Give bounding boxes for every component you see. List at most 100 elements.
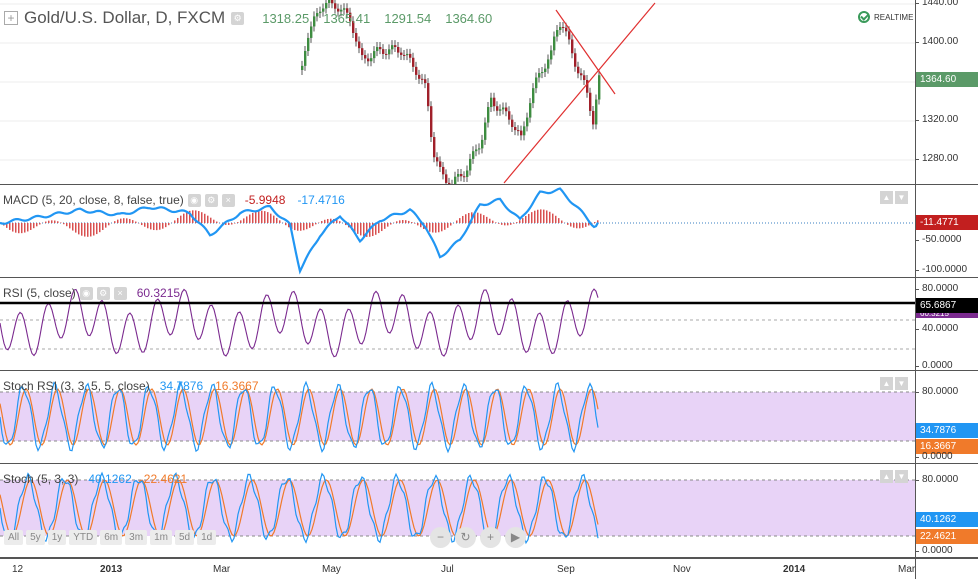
candle-body [526, 117, 529, 127]
zoom-5d-button[interactable]: 5d [174, 530, 195, 545]
zoom-all-button[interactable]: All [4, 530, 24, 545]
macd-histogram-bar [45, 221, 47, 223]
rsi-visibility-icon[interactable]: ◉ [79, 286, 93, 300]
zoom-ytd-button[interactable]: YTD [69, 530, 98, 545]
stoch-rsi-move-down-icon[interactable]: ▼ [895, 377, 908, 390]
rsi-close-icon[interactable]: × [113, 286, 127, 300]
rsi-tick-0: 0.0000 [915, 360, 953, 371]
rsi-pane[interactable]: RSI (5, close) ◉ ⚙ × 60.3215 80.0000 60.… [0, 278, 978, 371]
macd-histogram-bar [378, 223, 380, 234]
macd-histogram-bar [351, 223, 353, 230]
macd-histogram-bar [84, 223, 86, 237]
stoch-move-up-icon[interactable]: ▲ [880, 470, 893, 483]
macd-histogram-bar [48, 220, 50, 223]
macd-pane[interactable]: MACD (5, 20, close, 8, false, true) ◉ ⚙ … [0, 185, 978, 278]
macd-histogram-bar [336, 219, 338, 223]
trendline-resistance[interactable] [555, 9, 616, 95]
candle-body [598, 75, 601, 100]
macd-histogram-bar [306, 223, 308, 230]
zoom-range-buttons: All 5y 1y YTD 6m 3m 1m 5d 1d [4, 530, 217, 545]
macd-histogram-bar [39, 223, 41, 225]
candle-body [508, 111, 511, 120]
time-tick: May [322, 564, 341, 575]
macd-histogram-bar [243, 218, 245, 223]
macd-histogram-bar [555, 215, 557, 223]
stoch-rsi-chart[interactable] [0, 371, 915, 464]
chart-navigation: − ↻ + ▶ [430, 527, 526, 548]
zoom-1y-button[interactable]: 1y [47, 530, 67, 545]
macd-histogram-bar [354, 223, 356, 232]
macd-histogram-bar [279, 220, 281, 223]
minus-icon[interactable]: − [430, 527, 451, 548]
candle-body [532, 88, 535, 104]
macd-histogram-bar [549, 211, 551, 223]
macd-histogram-bar [486, 216, 488, 223]
macd-move-up-icon[interactable]: ▲ [880, 191, 893, 204]
last-price-badge: 1364.60 [916, 72, 978, 87]
macd-histogram-bar [12, 223, 14, 232]
candle-body [556, 30, 559, 37]
macd-histogram-bar [30, 223, 32, 230]
macd-histogram-bar [273, 215, 275, 223]
candle-body [457, 174, 460, 177]
macd-move-down-icon[interactable]: ▼ [895, 191, 908, 204]
candle-body [310, 26, 313, 38]
stoch-chart[interactable] [0, 464, 915, 558]
macd-histogram-bar [150, 223, 152, 230]
candle-body [403, 54, 406, 56]
candle-body [346, 8, 349, 13]
rsi-settings-icon[interactable]: ⚙ [96, 286, 110, 300]
stoch-rsi-pane[interactable]: Stoch RSI (3, 3, 5, 5, close) 34.7876 16… [0, 371, 978, 464]
candle-body [535, 77, 538, 89]
macd-close-icon[interactable]: × [221, 193, 235, 207]
price-tick-1280: 1280.00 [914, 153, 959, 164]
zoom-3m-button[interactable]: 3m [125, 530, 148, 545]
plus-icon[interactable]: + [480, 527, 501, 548]
stoch-rsi-move-up-icon[interactable]: ▲ [880, 377, 893, 390]
candle-body [487, 107, 490, 123]
macd-chart[interactable] [0, 185, 915, 278]
macd-histogram-bar [462, 215, 464, 223]
candle-body [550, 50, 553, 60]
macd-histogram-bar [465, 214, 467, 223]
stoch-pane[interactable]: Stoch (5, 3, 3) 40.1262 22.4621 ▲ ▼ 80.0… [0, 464, 978, 558]
forward-icon[interactable]: ▶ [505, 527, 526, 548]
zoom-5y-button[interactable]: 5y [26, 530, 45, 545]
macd-label: MACD (5, 20, close, 8, false, true) [3, 193, 184, 207]
macd-histogram-bar [321, 221, 323, 223]
macd-badge: -11.4771 [916, 215, 978, 230]
candle-body [334, 3, 337, 9]
time-tick: 12 [12, 564, 24, 575]
macd-visibility-icon[interactable]: ◉ [187, 193, 201, 207]
zoom-1m-button[interactable]: 1m [150, 530, 172, 545]
macd-histogram-bar [240, 220, 242, 223]
zoom-1d-button[interactable]: 1d [197, 530, 217, 545]
candle-body [472, 151, 475, 159]
settings-icon[interactable]: ⚙ [231, 11, 245, 25]
macd-settings-icon[interactable]: ⚙ [204, 193, 218, 207]
macd-histogram-bar [576, 223, 578, 229]
candle-body [577, 66, 580, 74]
stoch-move-down-icon[interactable]: ▼ [895, 470, 908, 483]
candle-body [409, 53, 412, 58]
add-symbol-icon[interactable]: + [4, 11, 18, 25]
price-chart[interactable] [0, 0, 915, 185]
price-pane[interactable]: + Gold/U.S. Dollar, D, FXCM ⚙ 1318.25 13… [0, 0, 978, 185]
macd-histogram-bar [174, 220, 176, 223]
trendline-support[interactable] [503, 2, 656, 184]
candle-body [373, 51, 376, 59]
macd-histogram-bar [90, 223, 92, 237]
rsi-chart[interactable] [0, 278, 915, 371]
macd-histogram-bar [201, 212, 203, 223]
zoom-6m-button[interactable]: 6m [100, 530, 123, 545]
macd-histogram-bar [72, 223, 74, 231]
time-axis[interactable]: 12 2013 Mar May Jul Sep Nov 2014 Mar [0, 558, 978, 579]
macd-histogram-bar [531, 212, 533, 223]
candle-body [445, 174, 448, 183]
reset-icon[interactable]: ↻ [455, 527, 476, 548]
macd-histogram-bar [339, 221, 341, 223]
stoch-legend: Stoch (5, 3, 3) 40.1262 22.4621 [3, 472, 187, 486]
macd-histogram-bar [534, 210, 536, 223]
macd-histogram-bar [297, 223, 299, 231]
time-tick: Sep [557, 564, 575, 575]
